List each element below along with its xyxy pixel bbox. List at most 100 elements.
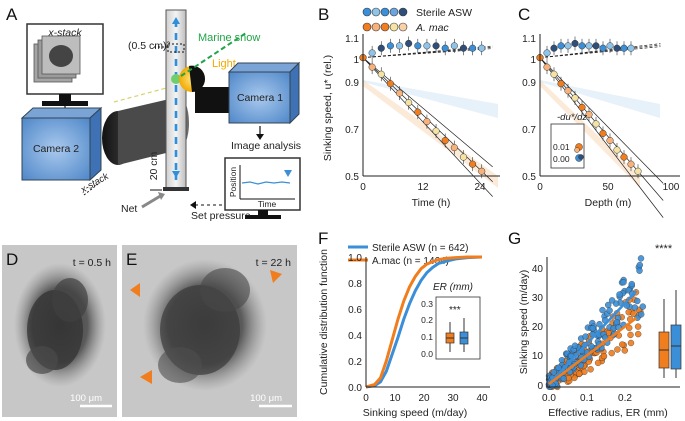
data-point-amac	[423, 118, 431, 126]
data-point-asw	[450, 42, 458, 50]
inset-y-tick: 0.2	[421, 315, 433, 325]
data-point-amac	[627, 339, 635, 347]
inset: ER (mm) *** 0.3 0.2 0.1 0.0	[421, 282, 481, 360]
x-tick: 0.1	[580, 393, 594, 404]
plot-area	[359, 36, 493, 197]
data-point-amac	[634, 167, 642, 175]
data-point-asw	[578, 42, 586, 50]
data-point-amac	[599, 129, 607, 137]
aggregate-thumbnail	[49, 45, 73, 67]
y-ticks: 1.1 1 0.9 0.7 0.5	[522, 34, 536, 183]
data-point-asw	[634, 297, 641, 305]
panel-letter: E	[126, 250, 137, 269]
y-tick: 0.7	[522, 125, 536, 136]
data-point-asw	[627, 44, 635, 52]
time-label: t = 0.5 h	[73, 257, 111, 269]
camera-1-lens	[195, 87, 235, 113]
data-point-asw	[588, 343, 595, 350]
marker-arrow	[140, 370, 152, 384]
legend: Sterile ASW (n = 642) A.mac (n = 1464)	[348, 243, 468, 267]
y-tick: 0.7	[345, 125, 359, 136]
data-point-asw	[606, 307, 613, 314]
data-point-asw	[616, 291, 623, 298]
x-axis-label: Depth (m)	[585, 197, 632, 209]
data-point-asw	[636, 261, 643, 269]
y-tick: 40	[532, 264, 544, 275]
data-point-asw	[599, 306, 606, 314]
data-point-asw	[543, 49, 551, 57]
fit-line-amac	[548, 316, 638, 386]
y-tick: 1	[353, 55, 359, 66]
legend-label-amac: A.mac (n = 1464)	[372, 256, 449, 267]
data-point-amac	[592, 120, 600, 128]
panel-letter: F	[318, 229, 328, 248]
inset-y-tick: 0.00	[553, 154, 570, 164]
scale-label: 100 μm	[70, 393, 102, 404]
data-point-amac	[377, 70, 385, 78]
boxplot-amac	[445, 322, 455, 352]
data-point-asw	[608, 297, 616, 304]
data-point-amac	[571, 94, 579, 102]
inset-title: -du*/dz	[557, 112, 587, 123]
x-tick: 30	[447, 393, 459, 404]
position-axis-label: Position	[228, 167, 238, 198]
x-tick: 24	[474, 182, 486, 193]
camera-2-label: Camera 2	[33, 143, 79, 155]
inset-y-tick: 0.3	[421, 299, 433, 309]
inset-point-amac	[574, 147, 580, 153]
cdf-line-amac	[365, 255, 482, 389]
inset: -du*/dz 0.01 0.00	[550, 112, 587, 169]
y-ticks: 1.0 0.8 0.6 0.4 0.2 0.0	[348, 253, 362, 394]
data-point-amac	[627, 331, 634, 339]
y-tick: 1	[530, 55, 536, 66]
area-label: (0.5 cm)²	[128, 40, 171, 52]
x-tick: 100	[663, 182, 680, 193]
data-point-amac	[395, 89, 404, 97]
data-point-asw	[606, 42, 614, 50]
inset-title: ER (mm)	[433, 282, 473, 293]
data-point-asw	[441, 44, 449, 52]
x-tick: 0	[537, 182, 543, 193]
data-point-amac	[613, 146, 621, 154]
camera-1-label: Camera 1	[237, 92, 283, 104]
data-point-amac	[469, 160, 477, 168]
x-axis-label: Time (h)	[412, 197, 451, 209]
y-ticks: 40 30 20 10 0	[532, 264, 544, 392]
panel-b: B Sterile ASW A. mac	[318, 5, 500, 209]
y-tick: 0.5	[522, 172, 536, 183]
data-point-amac	[621, 347, 628, 354]
panel-letter: D	[6, 250, 18, 269]
data-point-amac	[405, 99, 413, 107]
data-point-asw	[605, 301, 612, 309]
plot-area	[545, 255, 646, 391]
data-point-asw	[469, 44, 477, 52]
data-point-amac	[557, 80, 565, 88]
data-point-asw	[478, 44, 486, 52]
x-tick: 0.2	[618, 393, 632, 404]
data-point-amac	[635, 330, 642, 338]
data-point-amac	[578, 103, 586, 111]
scale-label: 100 μm	[250, 393, 282, 404]
position-monitor: Position Time	[224, 157, 301, 219]
data-point-asw	[557, 42, 565, 50]
camera-1: Camera 1	[227, 61, 301, 125]
data-point-amac	[386, 80, 394, 88]
y-tick: 10	[532, 351, 544, 362]
aggregate-image	[143, 259, 267, 391]
x-axis-label: Sinking speed (m/day)	[363, 407, 467, 419]
y-tick: 0.0	[348, 383, 362, 394]
panel-letter: C	[518, 5, 530, 24]
inset-y-tick: 0.01	[553, 142, 570, 152]
data-point-amac	[478, 167, 486, 175]
data-point-asw	[571, 39, 579, 48]
panel-f: F Sterile ASW (n = 642) A.mac (n = 1464)…	[318, 229, 490, 419]
y-axis-label: Cumulative distribution function	[318, 249, 330, 395]
legend-label-amac: A. mac	[415, 22, 449, 34]
data-point-asw	[613, 44, 621, 52]
fit-line-asw	[548, 290, 638, 385]
data-point-asw	[638, 311, 645, 318]
data-point-amac	[576, 370, 583, 377]
marker-arrow	[270, 270, 282, 283]
panel-c: C 1.1 1 0.9 0.7 0.5 0 50 100 Depth (m) -…	[518, 5, 680, 218]
y-tick: 1.1	[345, 34, 359, 45]
